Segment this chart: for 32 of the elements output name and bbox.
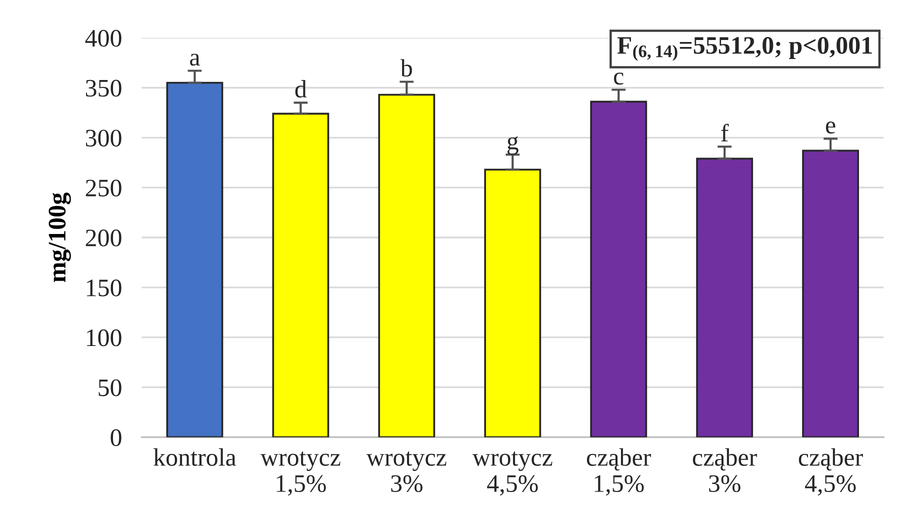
bar — [696, 158, 754, 438]
y-tick-label: 250 — [86, 180, 122, 196]
annotation: e — [826, 122, 836, 134]
annotation: d — [295, 80, 307, 98]
bar — [166, 82, 224, 438]
y-axis-title: mg/100g — [48, 192, 71, 282]
annotation: b — [400, 59, 412, 77]
bar — [378, 94, 436, 438]
y-tick-label: 0 — [110, 429, 122, 446]
y-tick-label: 300 — [86, 130, 122, 147]
y-tick-label: 350 — [86, 80, 122, 97]
y-tick-label: 150 — [86, 279, 122, 296]
bar — [272, 112, 330, 438]
annotation: F$_{(6,14)}$=55512,0; p<0,001 — [617, 36, 872, 61]
annotation: f — [721, 124, 729, 142]
x-tick-label: kontrola — [154, 448, 236, 466]
y-tick-label: 100 — [86, 329, 122, 346]
x-tick-label: cząber 3% — [692, 448, 757, 492]
y-tick-label: 400 — [85, 30, 122, 47]
x-tick-label: wrotycz 1,5% — [260, 452, 340, 496]
y-tick-label: 200 — [86, 230, 122, 246]
y-tick-label: 50 — [98, 379, 122, 396]
x-tick-label: cząber 1,5% — [586, 448, 651, 496]
annotation: c — [614, 72, 624, 85]
x-tick-label: cząber 4,5% — [798, 448, 863, 496]
bar — [484, 168, 542, 438]
bar — [802, 150, 860, 438]
x-tick-label: wrotycz 3% — [366, 452, 446, 492]
annotation: g — [507, 136, 518, 155]
x-tick-label: wrotycz 4,5% — [472, 452, 552, 496]
annotation: a — [190, 54, 200, 66]
bar — [590, 100, 648, 438]
